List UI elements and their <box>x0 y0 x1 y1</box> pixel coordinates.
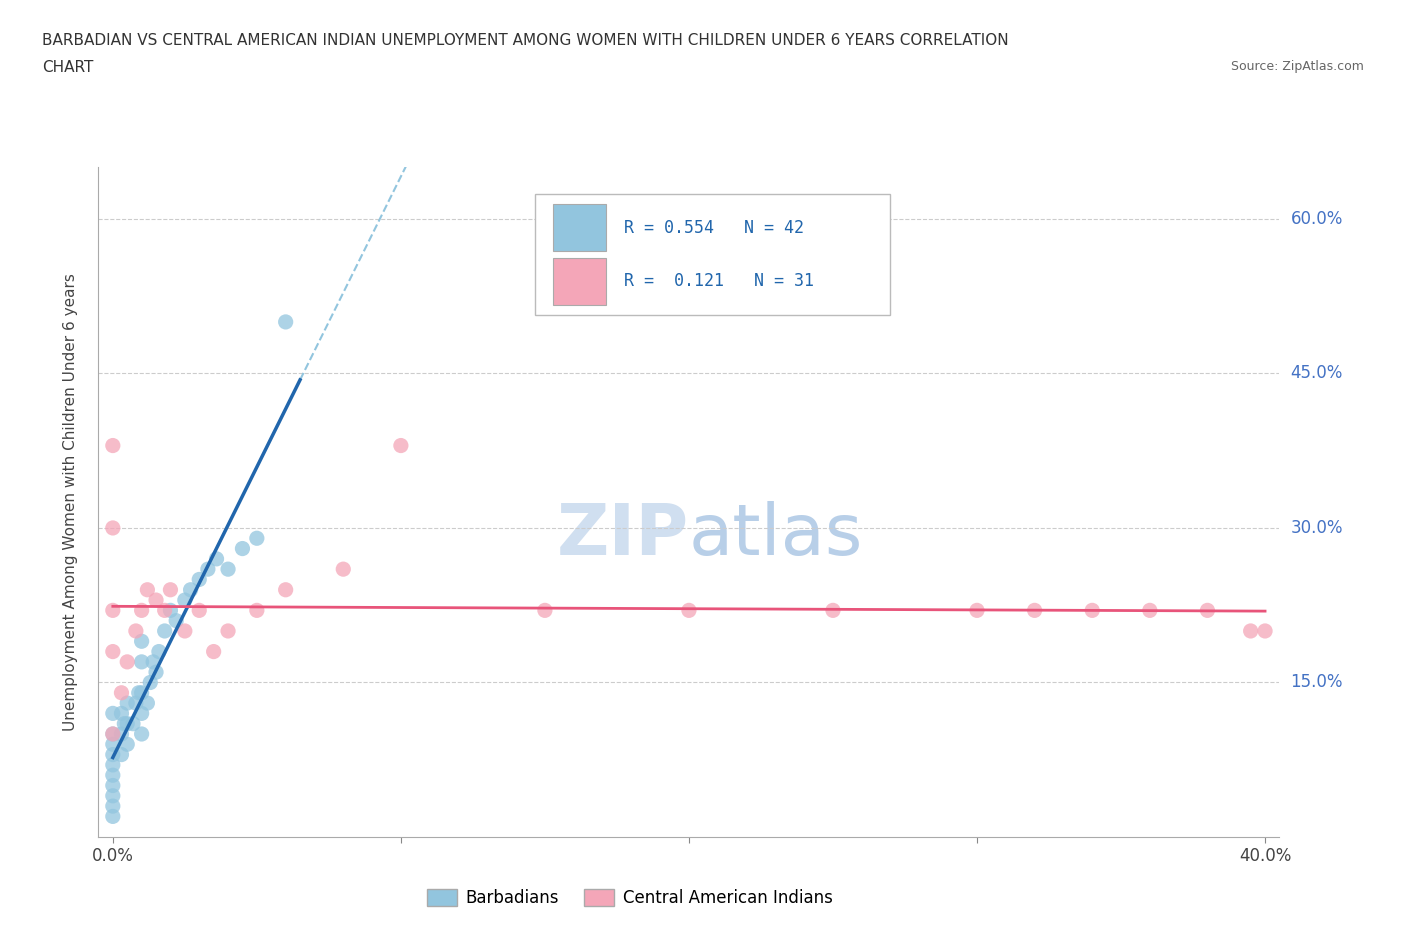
Point <box>142 655 165 670</box>
Point <box>202 644 225 659</box>
Point <box>131 634 153 649</box>
Point <box>101 726 124 741</box>
Point <box>148 644 170 659</box>
Point <box>136 582 159 597</box>
Point <box>101 603 124 618</box>
Point <box>188 603 211 618</box>
Point <box>231 541 253 556</box>
Point <box>217 623 239 638</box>
Text: atlas: atlas <box>689 501 863 570</box>
Point <box>115 655 138 670</box>
Point <box>180 582 202 597</box>
Point <box>125 696 148 711</box>
Text: 15.0%: 15.0% <box>1291 673 1343 692</box>
Point <box>1081 603 1104 618</box>
Point <box>274 314 297 329</box>
Point <box>678 603 700 618</box>
Point <box>332 562 354 577</box>
Point <box>101 706 124 721</box>
Point <box>188 572 211 587</box>
Point <box>173 623 195 638</box>
Point <box>122 716 145 731</box>
Point <box>101 438 124 453</box>
Y-axis label: Unemployment Among Women with Children Under 6 years: Unemployment Among Women with Children U… <box>63 273 77 731</box>
Point <box>274 582 297 597</box>
Point <box>131 655 153 670</box>
Point <box>101 799 124 814</box>
FancyBboxPatch shape <box>553 205 606 251</box>
Point <box>139 675 162 690</box>
Text: BARBADIAN VS CENTRAL AMERICAN INDIAN UNEMPLOYMENT AMONG WOMEN WITH CHILDREN UNDE: BARBADIAN VS CENTRAL AMERICAN INDIAN UNE… <box>42 33 1010 47</box>
Point <box>145 592 167 607</box>
Point <box>1240 623 1263 638</box>
Point <box>101 809 124 824</box>
Point <box>173 592 195 607</box>
Point <box>1024 603 1046 618</box>
Point <box>1139 603 1161 618</box>
Point <box>197 562 219 577</box>
Point <box>110 747 132 762</box>
Point <box>246 531 269 546</box>
Text: Source: ZipAtlas.com: Source: ZipAtlas.com <box>1230 60 1364 73</box>
Point <box>101 521 124 536</box>
Point <box>128 685 150 700</box>
Point <box>131 685 153 700</box>
Point <box>115 737 138 751</box>
Text: 60.0%: 60.0% <box>1291 210 1343 228</box>
Text: R =  0.121   N = 31: R = 0.121 N = 31 <box>624 272 814 290</box>
Point <box>159 603 181 618</box>
Point <box>153 623 176 638</box>
Point <box>165 613 187 628</box>
Text: R = 0.554   N = 42: R = 0.554 N = 42 <box>624 219 804 236</box>
Text: 45.0%: 45.0% <box>1291 365 1343 382</box>
Text: CHART: CHART <box>42 60 94 75</box>
Legend: Barbadians, Central American Indians: Barbadians, Central American Indians <box>419 881 841 916</box>
Point <box>101 768 124 783</box>
Point <box>110 726 132 741</box>
Point <box>110 706 132 721</box>
Point <box>101 726 124 741</box>
Point <box>1254 623 1277 638</box>
Point <box>205 551 228 566</box>
Point <box>125 623 148 638</box>
Point <box>145 665 167 680</box>
Point <box>246 603 269 618</box>
Text: ZIP: ZIP <box>557 501 689 570</box>
Point <box>159 582 181 597</box>
Point <box>217 562 239 577</box>
FancyBboxPatch shape <box>553 258 606 305</box>
Point <box>101 789 124 804</box>
Point <box>131 603 153 618</box>
FancyBboxPatch shape <box>536 194 890 314</box>
Point <box>389 438 412 453</box>
Point <box>1197 603 1219 618</box>
Point <box>136 696 159 711</box>
Point <box>101 747 124 762</box>
Point <box>101 757 124 772</box>
Point <box>101 644 124 659</box>
Point <box>966 603 988 618</box>
Point <box>131 726 153 741</box>
Point <box>534 603 557 618</box>
Point <box>821 603 844 618</box>
Point <box>110 685 132 700</box>
Point <box>115 716 138 731</box>
Text: 30.0%: 30.0% <box>1291 519 1343 537</box>
Point <box>115 696 138 711</box>
Point <box>112 716 135 731</box>
Point <box>131 706 153 721</box>
Point <box>153 603 176 618</box>
Point <box>101 778 124 793</box>
Point <box>101 737 124 751</box>
